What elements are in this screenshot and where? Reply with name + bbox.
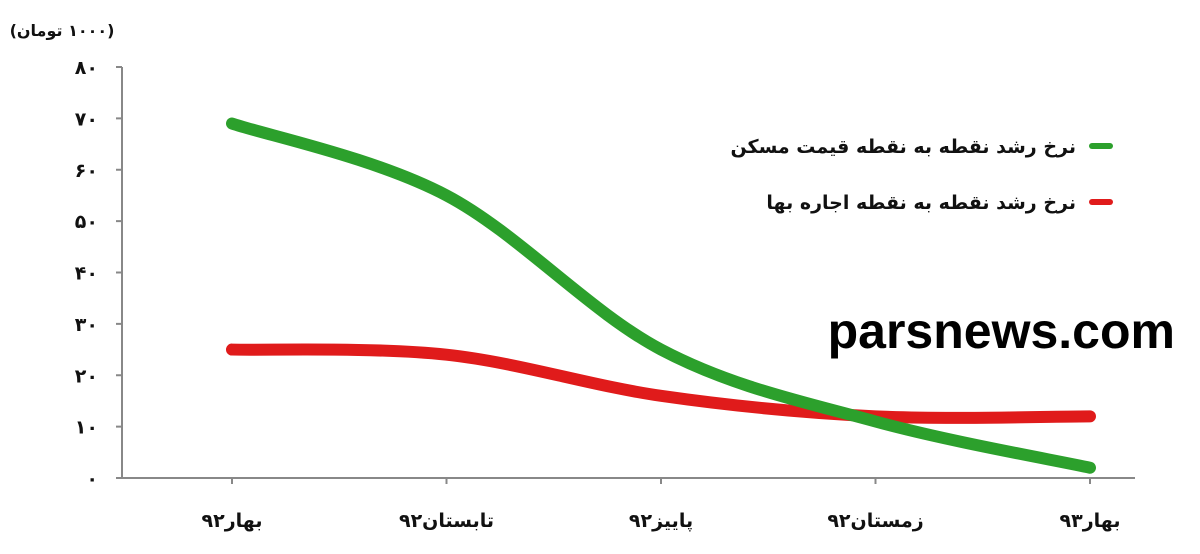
legend: نرخ رشد نقطه به نقطه قیمت مسکن نرخ رشد نق… <box>730 136 1113 214</box>
x-tick-label: پاییز۹۲ <box>629 510 693 532</box>
y-tick-label: ۵۰ <box>75 211 98 233</box>
y-axis: ۰ ۱۰ ۲۰ ۳۰ ۴۰ ۵۰ ۶۰ ۷۰ ۸۰ <box>75 57 123 490</box>
x-tick-label: بهار۹۳ <box>1060 510 1121 532</box>
x-tick-label: زمستان۹۲ <box>827 510 923 532</box>
unit-label: (۱۰۰۰ تومان) <box>10 21 115 40</box>
series-layer <box>226 117 1096 474</box>
y-tick-label: ۸۰ <box>75 57 98 79</box>
y-tick-label: ۱۰ <box>75 417 98 439</box>
x-tick-label: بهار۹۲ <box>202 510 263 532</box>
x-axis: بهار۹۲ تابستان۹۲ پاییز۹۲ زمستان۹۲ بهار۹۳ <box>120 477 1135 532</box>
x-tick-label: تابستان۹۲ <box>399 510 494 532</box>
y-tick-label: ۶۰ <box>75 160 98 182</box>
legend-label: نرخ رشد نقطه به نقطه اجاره بها <box>766 192 1076 214</box>
y-tick-label: ۴۰ <box>75 263 98 285</box>
y-tick-label: ۳۰ <box>75 314 98 336</box>
series-line <box>226 117 1096 474</box>
watermark: parsnews.com <box>828 303 1175 359</box>
y-tick-label: ۷۰ <box>75 108 98 130</box>
series-line <box>226 343 1096 424</box>
y-tick-label: ۲۰ <box>75 365 98 387</box>
legend-label: نرخ رشد نقطه به نقطه قیمت مسکن <box>730 136 1076 158</box>
y-tick-label: ۰ <box>86 468 98 490</box>
